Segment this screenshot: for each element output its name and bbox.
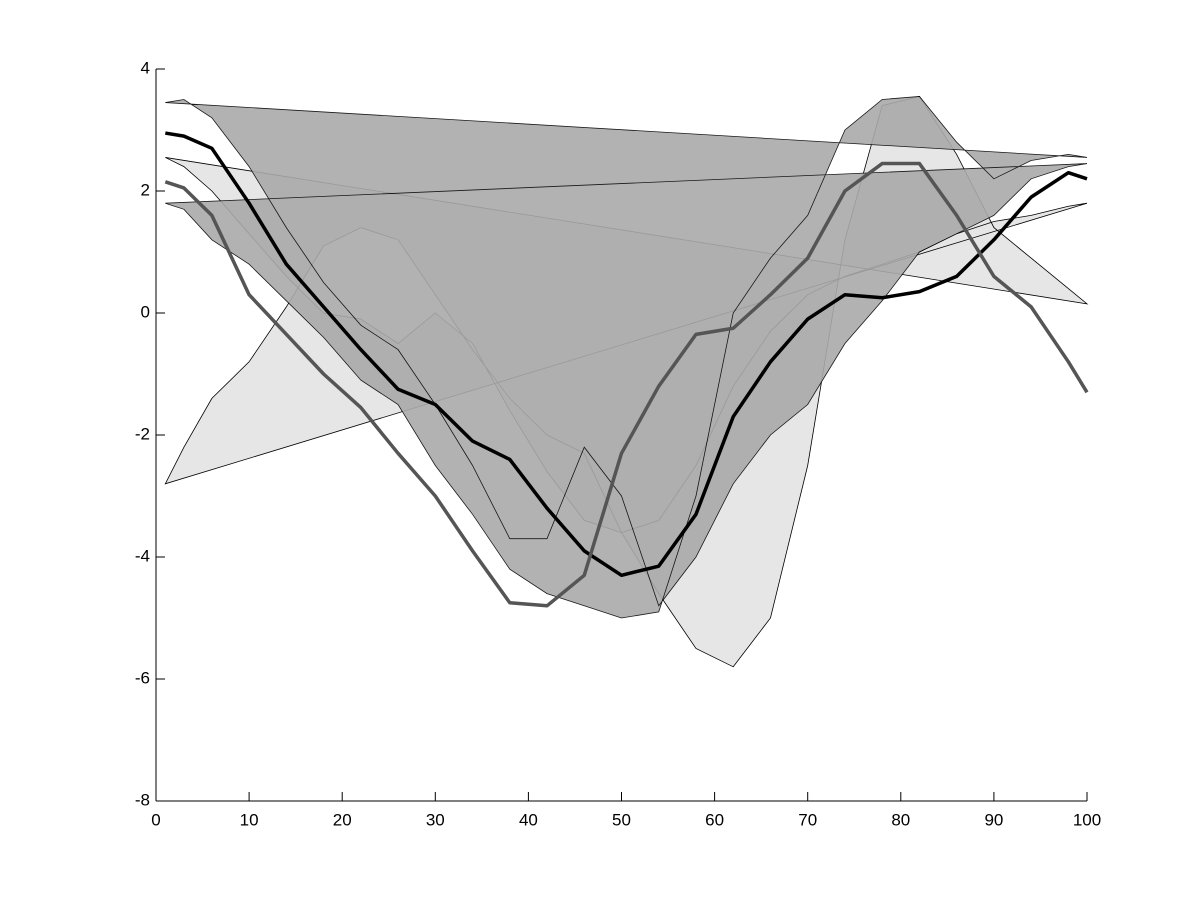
x-tick-label: 20 [333,810,352,829]
x-tick-label: 90 [984,810,1003,829]
y-tick-label: -2 [135,424,150,443]
y-tick-label: 2 [141,180,150,199]
y-tick-label: 0 [141,302,150,321]
x-tick-label: 40 [519,810,538,829]
areas [164,95,1089,668]
band [165,96,1088,619]
y-tick-label: -6 [135,668,150,687]
x-tick-label: 50 [612,810,631,829]
y-tick-label: 4 [141,58,150,77]
line [164,161,1089,608]
lines [164,131,1089,608]
axes: 0 10 20 30 40 50 60 70 80 90 100 -8 -6 -4 -2 0 2 4 [135,58,1101,829]
x-tick-label: 80 [891,810,910,829]
x-tick-label: 100 [1073,810,1101,829]
y-tick-label: -4 [135,546,150,565]
x-tick-label: 30 [426,810,445,829]
x-tick-label: 70 [798,810,817,829]
x-tick-label: 60 [705,810,724,829]
x-tick-label: 0 [151,810,160,829]
line [165,131,1088,578]
y-tick-label: -8 [135,790,150,809]
x-tick-label: 10 [240,810,259,829]
